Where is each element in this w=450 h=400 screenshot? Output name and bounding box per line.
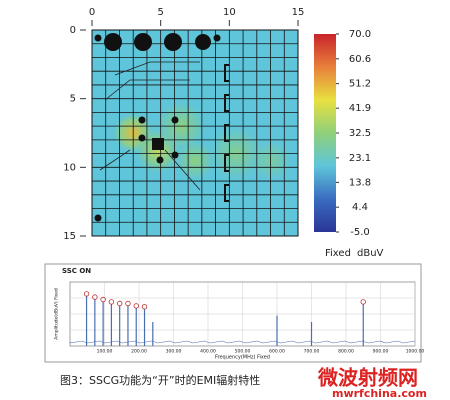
- colorbar-label: 32.5: [349, 128, 371, 139]
- peak-marker: [360, 299, 366, 305]
- via: [171, 116, 179, 124]
- pin-bracket: [224, 184, 229, 202]
- colorbar-label: 4.4: [352, 202, 368, 213]
- peak-marker: [100, 296, 106, 303]
- spectrum-x-tick-label: 600.00: [269, 349, 285, 355]
- connector: [104, 33, 122, 51]
- watermark-url: mwrfchina.com: [332, 387, 427, 400]
- spectrum-x-tick-label: 800.00: [338, 349, 354, 355]
- colorbar-label: 13.8: [349, 177, 371, 188]
- y-tick-label: 10: [63, 162, 76, 173]
- via: [138, 134, 146, 142]
- y-tick-label: 0: [70, 25, 76, 36]
- trace: [99, 61, 201, 191]
- connector: [164, 33, 182, 51]
- peak-marker: [133, 303, 139, 309]
- caption: 图3：SSCG功能为“开”时的EMI辐射特性: [60, 373, 260, 387]
- heatmap-frame: [91, 29, 299, 237]
- spectrum-x-tick-label: 100.00: [97, 349, 113, 355]
- x-tick-label: 10: [223, 7, 236, 18]
- chip: [152, 138, 164, 150]
- colorbar-label: 60.6: [349, 54, 371, 65]
- spectrum-x-tick-label: 300.00: [166, 349, 182, 355]
- peak-marker: [116, 300, 123, 307]
- colorbar-label: 23.1: [349, 153, 371, 164]
- peak-marker: [141, 304, 148, 310]
- colorbar-label: -5.0: [350, 227, 370, 238]
- colorbar-label: 51.2: [349, 79, 371, 90]
- spectrum-x-tick-label: 200.00: [131, 349, 147, 355]
- x-tick-label: 5: [157, 7, 163, 18]
- pin-bracket: [224, 64, 229, 82]
- via: [94, 214, 102, 222]
- spectrum-x-tick-label: 900.00: [373, 349, 389, 355]
- peak-marker: [125, 300, 131, 307]
- pin-bracket: [224, 124, 229, 142]
- pin-bracket: [224, 94, 229, 112]
- spectrum-x-tick-label: 500.00: [235, 349, 251, 355]
- watermark-name: 微波射频网: [317, 366, 418, 390]
- spectrum-x-tick-label: 400.00: [200, 349, 216, 355]
- via: [213, 34, 221, 42]
- peak-marker: [83, 291, 90, 297]
- y-tick-label: 15: [63, 231, 76, 242]
- x-tick-label: 15: [292, 7, 305, 18]
- spectrum-title: SSC ON: [62, 267, 91, 275]
- via: [94, 34, 102, 42]
- connector: [134, 33, 152, 51]
- peak-marker: [108, 299, 115, 305]
- colorbar-label: 41.9: [349, 103, 371, 114]
- spectrum-x-label: Frequency(MHz) Fixed: [215, 355, 270, 361]
- pin-bracket: [224, 154, 229, 172]
- spectrum-x-tick-label: 1000.00: [406, 349, 425, 355]
- spectrum-x-tick-label: 700.00: [304, 349, 320, 355]
- y-tick-label: 5: [70, 94, 76, 105]
- connector: [195, 34, 211, 50]
- via: [156, 156, 164, 164]
- colorbar-unit: dBuV: [357, 248, 384, 259]
- peak-marker: [92, 294, 98, 300]
- colorbar: [314, 34, 336, 232]
- spectrum-y-label: Amplitude(dBuV) Fixed: [54, 288, 60, 340]
- via: [171, 151, 179, 159]
- via: [138, 116, 146, 124]
- x-tick-label: 0: [89, 7, 95, 18]
- colorbar-label: 70.0: [349, 29, 371, 40]
- noise-floor: [69, 340, 416, 344]
- colorbar-mode: Fixed: [325, 248, 351, 259]
